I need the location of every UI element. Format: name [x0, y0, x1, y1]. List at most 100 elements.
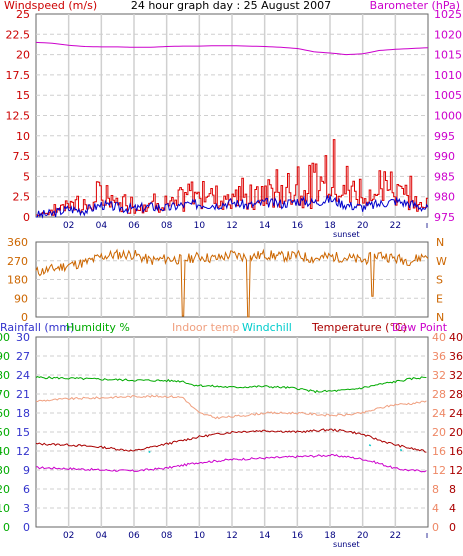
rainfall-tick: 6	[23, 483, 30, 496]
rainfall-tick: 15	[16, 426, 30, 439]
windspeed-gust-line	[36, 139, 428, 217]
wind-panel-xtick: 16	[292, 221, 304, 231]
temp-panel-xtick: 08	[161, 531, 173, 541]
indoor-temp-tick: 12	[432, 464, 446, 477]
humidity-tick: 80	[0, 369, 10, 382]
indoor-temp-tick: 24	[432, 407, 446, 420]
windspeed-tick: 20	[16, 49, 30, 62]
temp-panel-xtick: 02	[63, 531, 74, 541]
wind-panel-xtick: 22	[390, 221, 401, 231]
rainfall-tick: 21	[16, 388, 30, 401]
temp-panel-sunset-label: sunset	[333, 540, 360, 549]
wind-panel-xtick: 02	[63, 221, 74, 231]
temperature-tick: 40	[449, 331, 463, 344]
compass-label: S	[436, 274, 443, 287]
barometer-tick: 975	[434, 211, 455, 224]
wind-panel-xtick: 08	[161, 221, 173, 231]
compass-label: N	[436, 311, 444, 324]
humidity-tick: 30	[0, 464, 10, 477]
windspeed-average-line	[36, 195, 429, 219]
legend-indoor-temp: Indoor temp	[172, 321, 239, 334]
temp-panel-xtick: 16	[292, 531, 304, 541]
wind-panel-xtick: 04	[96, 221, 108, 231]
temperature-tick: 16	[449, 445, 463, 458]
rainfall-tick: 30	[16, 331, 30, 344]
windchill-segment	[148, 450, 151, 454]
barometer-tick: 1020	[434, 28, 462, 41]
temp-panel-xtick: 06	[128, 531, 140, 541]
rainfall-tick: 24	[16, 369, 30, 382]
barometer-tick: 980	[434, 191, 455, 204]
wind-panel-xtick: 14	[259, 221, 271, 231]
barometer-tick: 985	[434, 170, 455, 183]
temp-panel-xend: ı	[426, 531, 429, 541]
temperature-tick: 12	[449, 464, 463, 477]
barometer-tick: 990	[434, 150, 455, 163]
windspeed-tick: 2.5	[13, 191, 31, 204]
rainfall-tick: 12	[16, 445, 30, 458]
indoor-temp-tick: 20	[432, 426, 446, 439]
temp-panel-xtick: 14	[259, 531, 271, 541]
wind-panel-xend: ı	[426, 221, 429, 231]
windspeed-tick: 5	[23, 170, 30, 183]
humidity-tick: 90	[0, 350, 10, 363]
wind-panel-xtick: 10	[194, 221, 206, 231]
barometer-tick: 1015	[434, 49, 462, 62]
direction-tick: 90	[14, 292, 28, 305]
indoor-temp-tick: 16	[432, 445, 446, 458]
temp-panel-xtick: 04	[96, 531, 108, 541]
legend-windchill: Windchill	[242, 321, 292, 334]
direction-tick: 270	[7, 255, 28, 268]
indoor-temp-tick: 28	[432, 388, 446, 401]
temperature-tick: 4	[449, 502, 456, 515]
legend-humidity: Humidity %	[66, 321, 130, 334]
indoor-temp-tick: 40	[432, 331, 446, 344]
windspeed-tick: 10	[16, 130, 30, 143]
humidity-tick: 10	[0, 502, 10, 515]
indoor-temp-tick: 4	[432, 502, 439, 515]
humidity-tick: 40	[0, 445, 10, 458]
barometer-tick: 995	[434, 130, 455, 143]
windchill-segment	[368, 444, 372, 447]
humidity-line	[35, 376, 427, 394]
windspeed-tick: 15	[16, 89, 30, 102]
windspeed-tick: 25	[16, 8, 30, 21]
rainfall-tick: 3	[23, 502, 30, 515]
barometer-axis-label: Barometer (hPa)	[370, 0, 460, 12]
barometer-tick: 1025	[434, 8, 462, 21]
humidity-tick: 20	[0, 483, 10, 496]
windchill-segment	[399, 448, 403, 452]
temperature-tick: 24	[449, 407, 463, 420]
compass-label: N	[436, 236, 444, 249]
humidity-tick: 60	[0, 407, 10, 420]
humidity-tick: 70	[0, 388, 10, 401]
wind-panel-xtick: 12	[226, 221, 237, 231]
legend-rainfall-mm: Rainfall (mm)	[0, 321, 74, 334]
temperature-tick: 20	[449, 426, 463, 439]
indoor-temp-tick: 0	[432, 521, 439, 534]
barometer-tick: 1000	[434, 110, 462, 123]
barometer-line	[35, 41, 429, 56]
barometer-tick: 1010	[434, 69, 462, 82]
temp-panel-xtick: 20	[357, 531, 369, 541]
temperature-tick: 36	[449, 350, 463, 363]
temperature-tick: 0	[449, 521, 456, 534]
direction-tick: 360	[7, 236, 28, 249]
rainfall-tick: 0	[23, 521, 30, 534]
compass-label: W	[436, 255, 447, 268]
wind-panel-sunset-label: sunset	[333, 230, 360, 239]
indoor-temp-tick: 36	[432, 350, 446, 363]
windspeed-tick: 17.5	[6, 69, 31, 82]
dew-point-line	[36, 453, 427, 473]
wind-direction-line	[35, 248, 429, 318]
windspeed-tick: 7.5	[13, 150, 31, 163]
temp-panel-xtick: 22	[390, 531, 401, 541]
temp-panel-xtick: 12	[226, 531, 237, 541]
wind-panel-xtick: 20	[357, 221, 369, 231]
direction-tick: 180	[7, 274, 28, 287]
temperature-tick: 8	[449, 483, 456, 496]
windspeed-tick: 22.5	[6, 28, 31, 41]
indoor-temp-line	[35, 394, 427, 420]
windspeed-tick: 0	[23, 211, 30, 224]
compass-label: E	[436, 292, 443, 305]
